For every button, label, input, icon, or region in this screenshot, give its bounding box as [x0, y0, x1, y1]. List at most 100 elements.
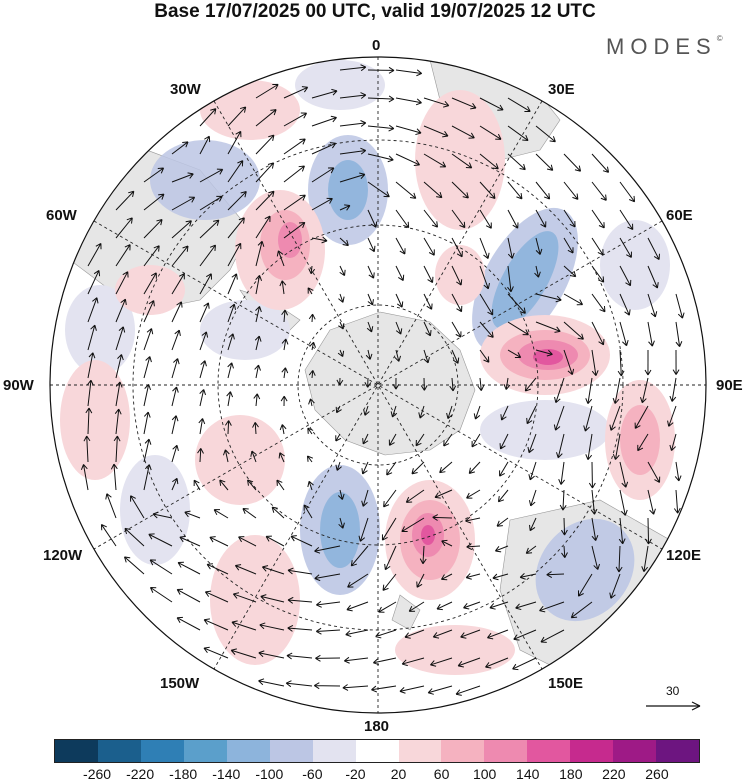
lon-label-60w: 60W — [46, 207, 77, 224]
wind-vector — [85, 407, 93, 435]
wind-vector — [143, 356, 152, 379]
wind-vector — [512, 657, 537, 671]
wind-vector — [149, 559, 173, 575]
wind-vector — [457, 657, 481, 668]
wind-vector — [395, 97, 422, 106]
wind-vector — [143, 167, 165, 183]
wind-vector — [308, 313, 316, 323]
wind-vector — [339, 204, 351, 211]
wind-vector — [232, 592, 257, 603]
wind-vector — [255, 109, 277, 127]
wind-vector — [115, 354, 124, 379]
wind-vector — [335, 461, 342, 471]
wind-vector — [423, 321, 432, 337]
wind-vector — [143, 193, 165, 211]
wind-vector — [528, 489, 537, 507]
pos-anomaly — [533, 349, 563, 365]
wind-vector — [271, 506, 285, 519]
wind-vector — [311, 88, 338, 99]
wind-vector — [315, 627, 341, 635]
wind-vector — [378, 601, 397, 613]
wind-vector — [619, 237, 632, 258]
wind-vector — [363, 405, 370, 416]
wind-vector — [528, 461, 537, 481]
wind-vector — [336, 377, 344, 386]
wind-vector — [143, 384, 152, 407]
wind-vector — [255, 190, 275, 211]
wind-vector — [427, 685, 453, 695]
wind-vector — [479, 265, 490, 290]
wind-vector — [401, 517, 425, 533]
wind-vector — [148, 533, 173, 547]
wind-vector — [222, 449, 230, 463]
wind-vector — [306, 455, 314, 463]
colorbar-tick-label: -20 — [345, 766, 366, 782]
colorbar-tick-label: 140 — [516, 766, 540, 782]
wind-vector — [451, 237, 463, 258]
wind-vector — [255, 215, 271, 239]
wind-vector — [315, 654, 341, 662]
wind-vector — [171, 196, 196, 211]
colorbar-tick-label: 100 — [472, 766, 497, 782]
wind-vector — [260, 594, 285, 603]
neg-anomaly — [65, 285, 135, 375]
wind-vector — [534, 265, 541, 278]
reference-arrow — [646, 701, 701, 711]
wind-vector — [554, 377, 565, 404]
colorbar-swatch — [269, 740, 313, 762]
wind-vector — [226, 391, 234, 407]
wind-vector — [591, 545, 601, 570]
wind-vector — [311, 236, 328, 244]
wind-vector — [394, 349, 402, 362]
wind-vector — [209, 536, 229, 547]
wind-vector — [335, 433, 342, 442]
colorbar-tick-label: -220 — [126, 766, 155, 782]
wind-vector — [100, 524, 117, 547]
wind-vector — [115, 298, 127, 323]
wind-vector — [337, 349, 345, 358]
wind-vector — [283, 165, 305, 183]
wind-vector — [535, 209, 547, 228]
wind-vector — [479, 321, 494, 338]
wind-vector — [115, 381, 123, 407]
wind-vector — [479, 153, 499, 170]
wind-vector — [307, 287, 314, 295]
wind-vector — [285, 680, 313, 688]
wind-vector — [563, 349, 575, 375]
wind-vector — [609, 573, 621, 599]
wind-vector — [311, 115, 337, 127]
wind-vector — [507, 237, 515, 259]
wind-vector — [617, 349, 625, 377]
wind-vector — [124, 527, 145, 547]
neg-anomaly — [491, 231, 559, 329]
wind-vector — [591, 237, 604, 256]
wind-vector — [339, 64, 367, 72]
wind-vector — [479, 209, 492, 229]
new-zealand — [391, 594, 421, 631]
wind-vector — [439, 461, 453, 474]
wind-vector — [507, 181, 523, 200]
wind-vector — [115, 326, 126, 351]
wind-vector — [283, 194, 306, 211]
colorbar-tick-label: 220 — [602, 766, 626, 782]
wind-vector — [644, 349, 652, 376]
wind-vector — [591, 153, 610, 173]
wind-vector — [507, 97, 531, 112]
wind-vector — [489, 601, 509, 610]
wind-vector — [281, 338, 289, 351]
wind-vector — [339, 265, 346, 277]
wind-vector — [338, 293, 345, 303]
lon-label-150e: 150E — [548, 675, 584, 692]
wind-vector — [177, 561, 201, 575]
pos-anomaly — [115, 265, 185, 315]
wind-vector — [451, 293, 463, 313]
wind-vectors — [80, 64, 685, 696]
wind-vector — [507, 293, 526, 314]
wind-vector — [252, 422, 259, 435]
wind-vector — [311, 142, 337, 155]
wind-vector — [667, 405, 677, 427]
wind-vector — [286, 652, 313, 660]
wind-vector — [276, 250, 285, 267]
wind-vector — [176, 616, 201, 631]
wind-vector — [473, 405, 481, 420]
